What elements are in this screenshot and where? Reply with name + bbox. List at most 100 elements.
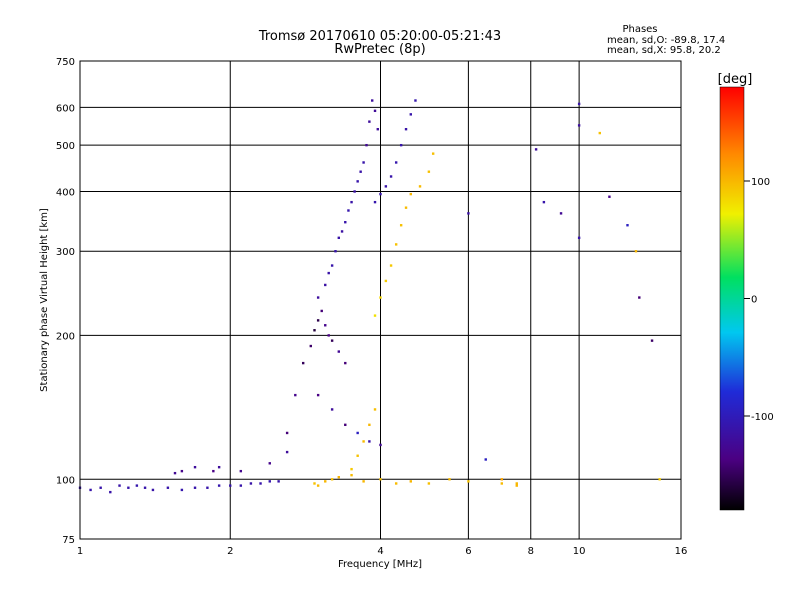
data-point: [334, 250, 337, 253]
y-tick-label: 400: [56, 187, 75, 198]
data-point: [330, 408, 334, 411]
data-point: [151, 488, 155, 492]
data-point: [313, 482, 316, 485]
data-point: [239, 484, 243, 487]
data-point: [404, 127, 408, 131]
data-point: [427, 170, 431, 173]
data-point: [206, 486, 209, 489]
stats-line-x: mean, sd,X: 95.8, 20.2: [607, 45, 721, 56]
data-point: [500, 482, 504, 485]
axis-ticks: 1 2 4 6 8 10 16 75 100 200 300 400 500 600 750: [56, 57, 687, 557]
data-point: [320, 309, 323, 313]
y-tick-label: 75: [62, 535, 75, 546]
stats-heading: Phases: [622, 24, 657, 35]
data-point: [500, 478, 504, 481]
data-point: [285, 450, 289, 454]
data-point: [368, 120, 371, 123]
data-point: [347, 209, 350, 212]
data-point: [173, 471, 177, 475]
data-point: [316, 296, 320, 299]
data-point: [626, 224, 629, 227]
chart-subtitle: RwPretec (8p): [334, 42, 425, 57]
data-point: [467, 212, 470, 215]
colorbar-label: [deg]: [718, 72, 753, 87]
data-point: [277, 480, 280, 483]
data-point: [316, 393, 320, 397]
data-point: [99, 486, 102, 489]
data-point: [534, 148, 538, 151]
data-point: [467, 480, 470, 483]
data-point: [344, 423, 347, 427]
data-point: [316, 484, 320, 487]
data-points: [78, 99, 661, 494]
x-tick-label: 8: [528, 546, 534, 557]
data-point: [337, 350, 341, 353]
data-point: [330, 264, 334, 267]
data-point: [394, 482, 398, 485]
data-point: [268, 462, 271, 465]
x-tick-label: 10: [573, 546, 586, 557]
data-point: [180, 488, 184, 492]
data-point: [350, 467, 353, 471]
x-tick-label: 6: [465, 546, 471, 557]
x-tick-label: 2: [227, 546, 233, 557]
data-point: [365, 143, 368, 147]
data-point: [316, 319, 320, 322]
colorbar-tick-label: -100: [751, 412, 774, 423]
data-point: [143, 486, 147, 489]
data-point: [373, 109, 377, 113]
data-point: [394, 161, 398, 164]
data-point: [379, 443, 382, 447]
data-point: [212, 469, 215, 473]
data-point: [608, 195, 611, 198]
data-point: [384, 185, 388, 188]
x-tick-label: 1: [77, 546, 83, 557]
data-point: [217, 465, 221, 469]
data-point: [229, 484, 232, 487]
colorbar-tick-label: 0: [751, 295, 757, 306]
data-point: [577, 102, 581, 106]
data-point: [368, 440, 371, 443]
data-point: [414, 99, 417, 102]
y-tick-label: 600: [56, 103, 75, 114]
y-tick-label: 200: [56, 331, 75, 342]
data-point: [484, 458, 487, 461]
y-tick-label: 500: [56, 141, 75, 152]
data-point: [373, 200, 377, 204]
data-point: [356, 180, 359, 183]
data-point: [399, 224, 403, 227]
data-point: [350, 200, 353, 204]
data-point: [344, 361, 347, 365]
data-point: [409, 192, 412, 196]
data-point: [634, 250, 638, 253]
colorbar: [719, 86, 745, 511]
data-point: [217, 484, 221, 487]
data-point: [515, 484, 518, 487]
data-point: [515, 482, 518, 485]
data-point: [431, 152, 435, 155]
data-point: [313, 329, 316, 332]
data-point: [389, 264, 393, 267]
data-point: [598, 131, 601, 135]
data-point: [268, 480, 271, 483]
data-point: [399, 143, 403, 147]
data-point: [379, 192, 382, 196]
chart-title: Tromsø 20170610 05:20:00-05:21:43: [258, 29, 501, 44]
data-point: [577, 124, 581, 127]
data-point: [362, 440, 365, 443]
data-point: [394, 243, 398, 246]
data-point: [340, 230, 344, 233]
grid: [80, 61, 681, 539]
data-point: [327, 271, 330, 275]
data-point: [638, 296, 641, 299]
data-point: [193, 465, 197, 469]
data-point: [409, 113, 412, 116]
data-point: [337, 476, 341, 479]
data-point: [577, 236, 581, 240]
data-point: [301, 361, 305, 365]
data-point: [294, 393, 297, 397]
data-point: [327, 334, 330, 337]
data-point: [373, 314, 377, 317]
data-point: [89, 488, 92, 492]
